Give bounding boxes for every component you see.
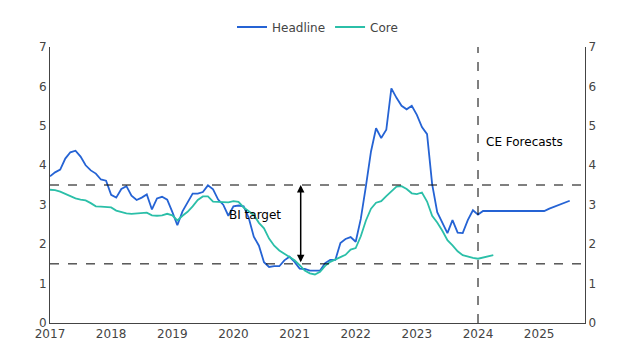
svg-text:2024: 2024 xyxy=(463,327,494,341)
svg-text:3: 3 xyxy=(588,198,596,212)
svg-text:3: 3 xyxy=(39,198,47,212)
svg-text:Core: Core xyxy=(370,21,398,35)
svg-text:BI target: BI target xyxy=(229,208,281,222)
svg-text:6: 6 xyxy=(588,80,596,94)
svg-text:2023: 2023 xyxy=(402,327,433,341)
svg-text:0: 0 xyxy=(588,316,596,330)
svg-text:CE Forecasts: CE Forecasts xyxy=(486,135,563,149)
svg-text:2022: 2022 xyxy=(340,327,371,341)
svg-text:4: 4 xyxy=(39,158,47,172)
svg-text:Headline: Headline xyxy=(272,21,325,35)
svg-text:2: 2 xyxy=(39,237,47,251)
svg-text:7: 7 xyxy=(588,40,596,54)
svg-text:2019: 2019 xyxy=(157,327,188,341)
svg-text:7: 7 xyxy=(39,40,47,54)
svg-text:2018: 2018 xyxy=(96,327,127,341)
svg-text:5: 5 xyxy=(39,119,47,133)
svg-text:1: 1 xyxy=(588,277,596,291)
svg-text:2: 2 xyxy=(588,237,596,251)
svg-text:6: 6 xyxy=(39,80,47,94)
svg-text:2017: 2017 xyxy=(35,327,66,341)
svg-text:2020: 2020 xyxy=(218,327,249,341)
svg-text:0: 0 xyxy=(39,316,47,330)
svg-text:4: 4 xyxy=(588,158,596,172)
svg-text:1: 1 xyxy=(39,277,47,291)
svg-text:2025: 2025 xyxy=(524,327,555,341)
svg-text:5: 5 xyxy=(588,119,596,133)
svg-text:2021: 2021 xyxy=(279,327,310,341)
